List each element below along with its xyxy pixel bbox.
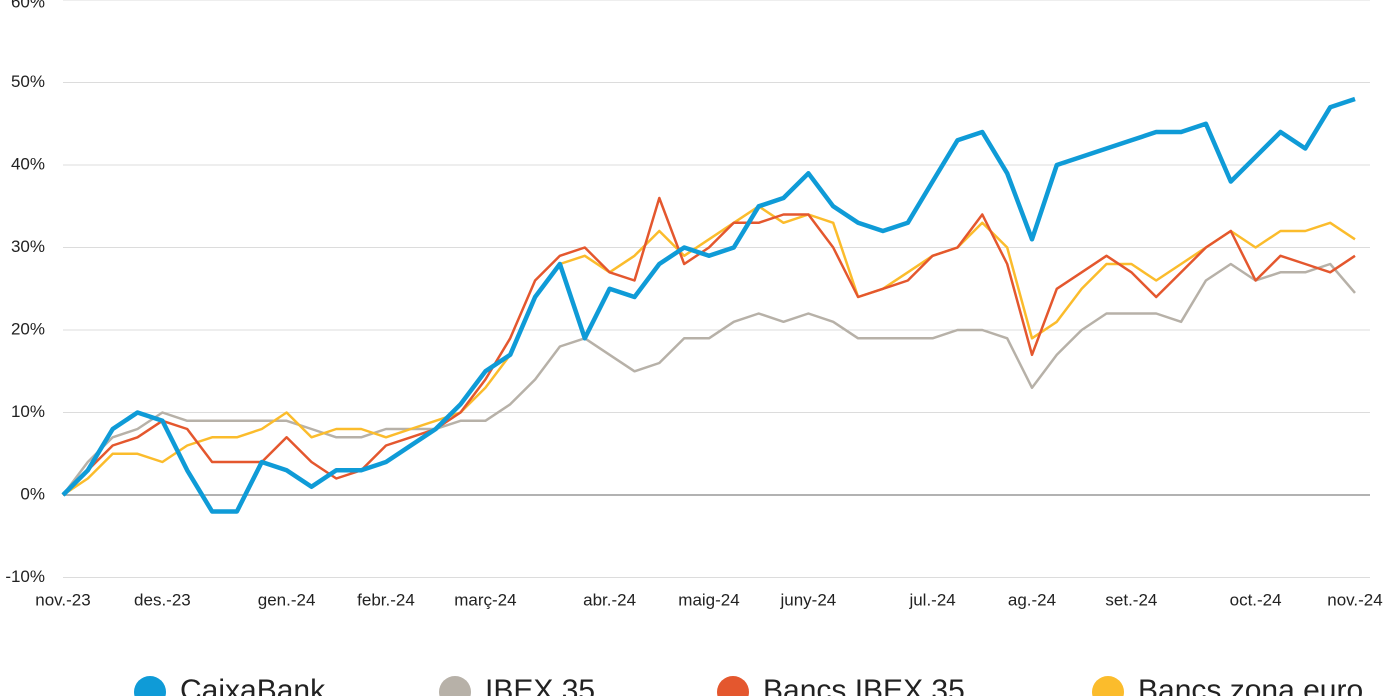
x-tick-label: març-24 — [454, 590, 516, 609]
legend-label: CaixaBank — [180, 674, 326, 696]
x-tick-label: ag.-24 — [1008, 590, 1056, 609]
x-tick-label: juny-24 — [780, 590, 837, 609]
legend-swatch — [717, 676, 749, 696]
legend-swatch — [439, 676, 471, 696]
x-tick-label: febr.-24 — [357, 590, 415, 609]
x-tick-label: des.-23 — [134, 590, 191, 609]
legend-label: Bancs IBEX 35 — [763, 674, 965, 696]
y-tick-label: 10% — [11, 402, 45, 421]
series-line — [61, 96, 1356, 514]
y-tick-label: 20% — [11, 319, 45, 338]
y-tick-label: 60% — [11, 0, 45, 11]
x-tick-label: maig-24 — [678, 590, 739, 609]
x-tick-label: oct.-24 — [1230, 590, 1282, 609]
series-line — [62, 205, 1356, 497]
y-tick-label: -10% — [5, 567, 45, 586]
legend: CaixaBank IBEX 35 Bancs IBEX 35 Bancs zona … — [134, 674, 1363, 696]
legend-swatch — [1092, 676, 1124, 696]
x-tick-label: nov.-24 — [1327, 590, 1382, 609]
legend-label: Bancs zona euro — [1138, 674, 1363, 696]
series-line — [62, 196, 1356, 496]
y-tick-label: 40% — [11, 154, 45, 173]
x-tick-label: abr.-24 — [583, 590, 636, 609]
y-tick-label: 50% — [11, 72, 45, 91]
series-line — [62, 262, 1356, 496]
x-tick-label: jul.-24 — [908, 590, 955, 609]
legend-swatch — [134, 676, 166, 696]
y-tick-label: 30% — [11, 237, 45, 256]
x-tick-label: gen.-24 — [258, 590, 316, 609]
x-tick-label: set.-24 — [1105, 590, 1157, 609]
y-tick-label: 0% — [20, 484, 45, 503]
legend-label: IBEX 35 — [485, 674, 595, 696]
x-tick-label: nov.-23 — [35, 590, 90, 609]
